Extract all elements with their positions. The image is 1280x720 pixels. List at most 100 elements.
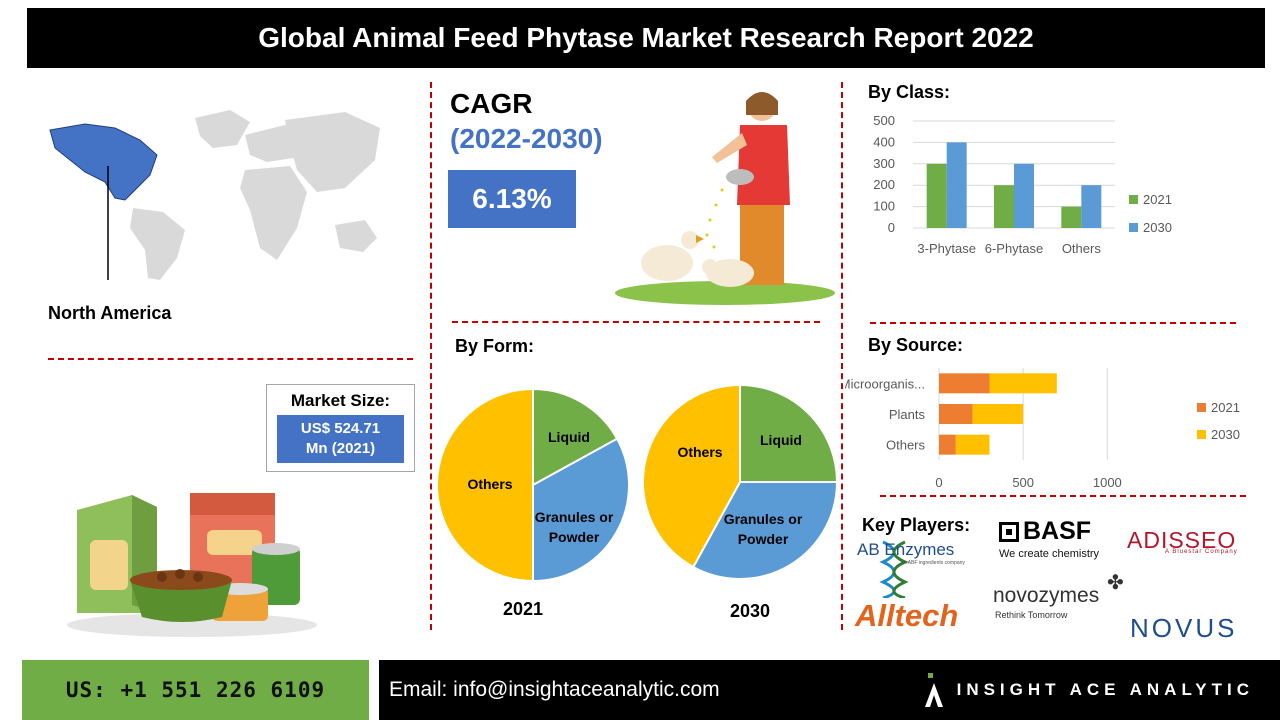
pie-slice-others <box>642 383 741 569</box>
pet-food-illustration <box>67 493 317 637</box>
source-legend-label: 2030 <box>1211 427 1240 442</box>
class-y-tick: 300 <box>873 156 895 171</box>
class-legend-swatch <box>1129 195 1138 204</box>
class-y-tick: 500 <box>873 113 895 128</box>
class-x-tick: Others <box>1062 241 1102 256</box>
pie-label: Others <box>467 476 512 492</box>
footer-contact: Email: info@insightaceanalytic.com INSIG… <box>379 660 1280 720</box>
basf-name: BASF <box>1023 517 1092 545</box>
source-y-tick: Plants <box>889 407 926 422</box>
class-y-tick: 400 <box>873 134 895 149</box>
map-africa <box>240 166 307 260</box>
pie-label: Liquid <box>760 432 802 448</box>
novus-name: NOVUS <box>1130 613 1238 643</box>
map-australia <box>335 220 377 252</box>
title-bar: Global Animal Feed Phytase Market Resear… <box>27 8 1265 68</box>
divider-source <box>880 495 1246 497</box>
alltech-name: Alltech <box>855 598 959 633</box>
ab-enzymes-name: AB Enzymes <box>857 540 955 559</box>
ab-enzymes-helix-icon <box>879 540 909 598</box>
source-bar-2030 <box>989 373 1057 394</box>
adisseo-name: ADISSEO <box>1127 527 1237 553</box>
class-bar-2021 <box>1061 206 1082 228</box>
source-bar-2021 <box>939 434 956 455</box>
market-size-value-line1: US$ 524.71 <box>300 420 381 437</box>
pie-label: Granules or <box>535 509 614 525</box>
source-x-tick: 0 <box>935 475 942 490</box>
novozymes-tagline: Rethink Tomorrow <box>995 610 1068 620</box>
pie-slice-granules-or-powder <box>532 437 630 583</box>
pie-slice-liquid <box>532 387 619 487</box>
source-legend-swatch <box>1197 403 1206 412</box>
farmer-illustration <box>615 92 835 305</box>
class-legend-label: 2030 <box>1143 220 1172 235</box>
by-form-heading: By Form: <box>455 336 535 356</box>
class-bar-2021 <box>994 185 1014 228</box>
source-bar-2021 <box>939 373 990 394</box>
footer-email[interactable]: Email: info@insightaceanalytic.com <box>389 678 720 701</box>
divider-right <box>841 82 843 630</box>
class-x-tick: 6-Phytase <box>985 241 1044 256</box>
market-size-value-line2: Mn (2021) <box>305 440 376 457</box>
pie-label: Powder <box>738 531 789 547</box>
class-y-tick: 0 <box>888 220 895 235</box>
class-legend-swatch <box>1129 223 1138 232</box>
divider-left <box>430 82 432 630</box>
class-y-tick: 200 <box>873 177 895 192</box>
source-bar-2030 <box>972 404 1024 424</box>
class-bar-2030 <box>1081 185 1102 228</box>
pie-slice-liquid <box>739 383 839 483</box>
class-y-tick: 100 <box>873 199 895 214</box>
market-size-heading: Market Size: <box>290 391 391 410</box>
brand-logo-icon <box>924 673 943 707</box>
phone-number[interactable]: US: +1 551 226 6109 <box>65 678 326 702</box>
basf-inner-icon <box>1006 529 1012 535</box>
source-bar-2030 <box>955 434 990 455</box>
logo-alltech: Alltech <box>855 598 985 640</box>
logo-adisseo: ADISSEO A Bluestar Company <box>1125 527 1255 559</box>
map-south-america <box>130 208 185 280</box>
by-source-chart: 0 500 1000 Microorganis... Plants Others 2021 2… <box>845 368 1240 490</box>
cagr-period: (2022-2030) <box>450 123 603 154</box>
adisseo-tagline: A Bluestar Company <box>1165 549 1238 555</box>
basf-square-icon <box>999 522 1019 542</box>
pie-slice-others <box>436 387 534 583</box>
basf-tagline: We create chemistry <box>999 548 1100 560</box>
logo-basf: BASF We create chemistry <box>997 517 1112 562</box>
logo-ab-enzymes: AB Enzymes an ABF ingredients company <box>855 538 980 598</box>
pie-chart-2030: Liquid Granules or Powder Others <box>642 383 839 580</box>
pie-slice-granules-or-powder <box>691 481 839 580</box>
class-legend-label: 2021 <box>1143 192 1172 207</box>
source-legend-label: 2021 <box>1211 400 1240 415</box>
market-size-value: US$ 524.71 Mn (2021) <box>277 415 404 463</box>
cagr-label: CAGR <box>450 88 533 119</box>
pie-2030-title: 2030 <box>729 601 771 621</box>
source-legend-swatch <box>1197 430 1206 439</box>
brand: INSIGHT ACE ANALYTIC <box>924 660 1254 720</box>
source-bar-2021 <box>939 404 973 424</box>
map-asia <box>285 112 380 192</box>
map-north-america <box>49 123 158 201</box>
by-class-chart: 0 100 200 300 400 500 3-Phytase 6-Phytase Others… <box>873 113 1172 256</box>
pie-chart-2021: Liquid Granules or Powder Others <box>436 387 630 583</box>
class-x-tick: 3-Phytase <box>917 241 976 256</box>
brand-name: INSIGHT ACE ANALYTIC <box>956 680 1254 699</box>
world-map <box>49 110 380 280</box>
footer-phone: US: +1 551 226 6109 <box>22 660 369 720</box>
key-players-heading: Key Players: <box>862 515 971 535</box>
map-greenland <box>195 110 250 148</box>
by-source-heading: By Source: <box>868 335 964 355</box>
page-title: Global Animal Feed Phytase Market Resear… <box>258 22 1034 53</box>
pie-label: Others <box>677 444 722 460</box>
ab-enzymes-tagline: an ABF ingredients company <box>901 560 965 566</box>
divider-class <box>870 322 1236 324</box>
divider-cagr <box>452 321 820 323</box>
pie-label: Liquid <box>548 429 590 445</box>
pie-2021-title: 2021 <box>502 599 544 619</box>
pie-label: Granules or <box>724 511 803 527</box>
source-y-tick: Others <box>886 438 926 453</box>
cagr-value: 6.13% <box>448 170 576 228</box>
logo-novus: NOVUS <box>1130 613 1250 648</box>
novozymes-clover-icon: ✤ <box>1107 572 1124 594</box>
class-bar-2021 <box>926 163 947 228</box>
